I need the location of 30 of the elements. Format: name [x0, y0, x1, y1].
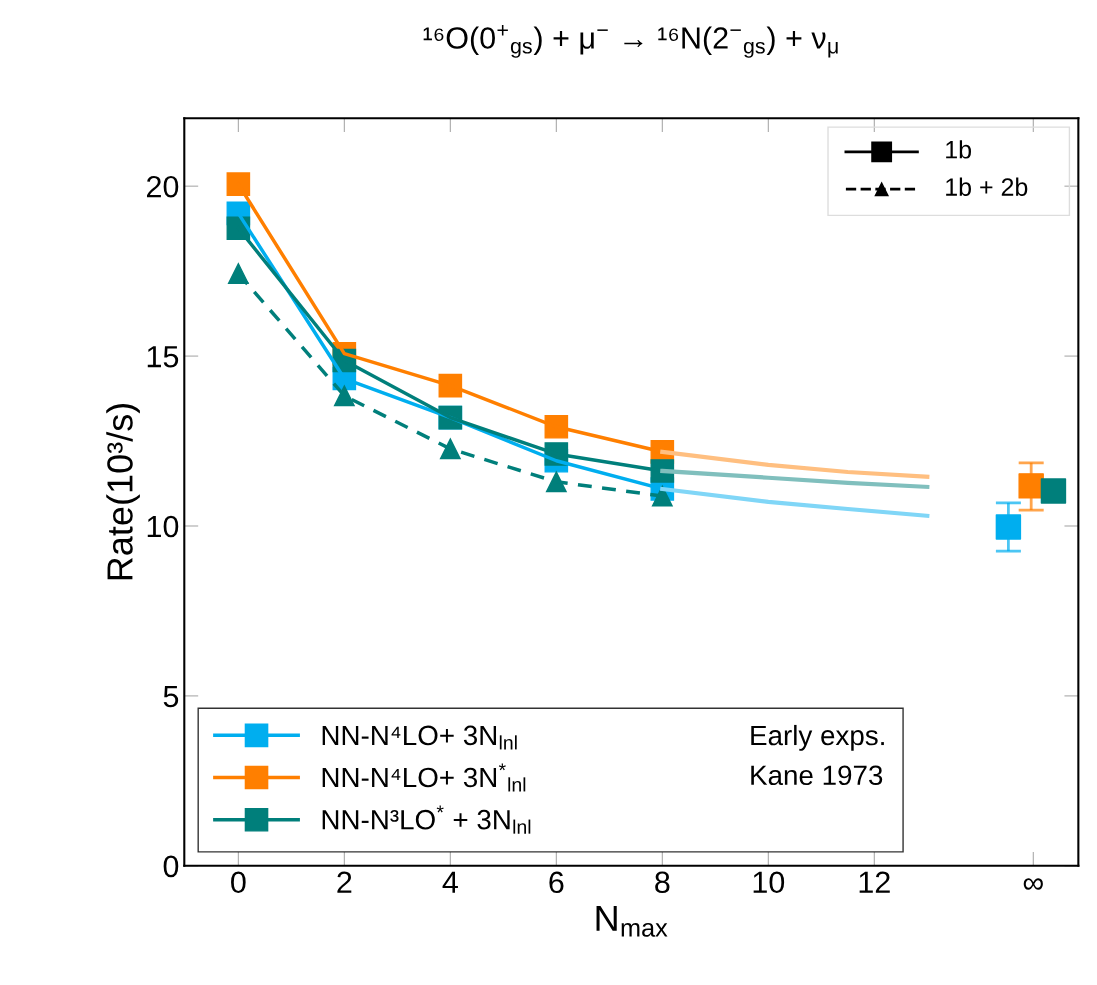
x-tick-label: 8 — [655, 871, 670, 894]
legend-label: NN-N⁴LO+ 3N$^{*}$$_{lnl}$ — [322, 763, 526, 792]
point — [651, 485, 673, 507]
x-tick-label: 12 — [859, 871, 890, 893]
annotation: 1b — [946, 140, 971, 159]
y-tick-label: 15 — [147, 346, 179, 368]
point — [226, 172, 251, 196]
y-axis-title: Rate(10³/s) — [106, 403, 140, 580]
point — [439, 438, 461, 460]
point — [333, 385, 355, 407]
x-tick-label: 0 — [231, 871, 246, 894]
x-tick-label: ∞ — [1023, 878, 1043, 890]
x-tick-label: 4 — [442, 871, 458, 893]
x-tick-label: 6 — [549, 871, 564, 894]
y-tick-label: 0 — [163, 855, 179, 878]
y-tick-label: 5 — [163, 685, 179, 708]
y-tick-label: 10 — [147, 515, 179, 538]
annotation: Early exps. — [751, 724, 884, 751]
chart-title: ¹⁶O(0$^{+}$$_{gs}$) + μ$^{−}$ → ¹⁶N(2$^{−}$$_{gs}$) + ν$_{μ}$ — [423, 24, 838, 58]
x-tick-label: 10 — [753, 871, 785, 894]
annotation: 1b + 2b — [946, 177, 1028, 196]
y-tick-label: 20 — [146, 175, 179, 198]
point — [1040, 478, 1067, 504]
annotation: Kane 1973 — [751, 765, 883, 786]
x-axis-title: N$_{max}$ — [596, 905, 668, 937]
point — [1018, 473, 1044, 499]
point — [995, 514, 1022, 540]
legend-label: NN-N³LO$^{*}$ + 3N$_{lnl}$ — [322, 805, 531, 834]
x-tick-label: 2 — [337, 871, 352, 893]
legend-label: NN-N⁴LO+ 3N$_{lnl}$ — [322, 725, 517, 750]
